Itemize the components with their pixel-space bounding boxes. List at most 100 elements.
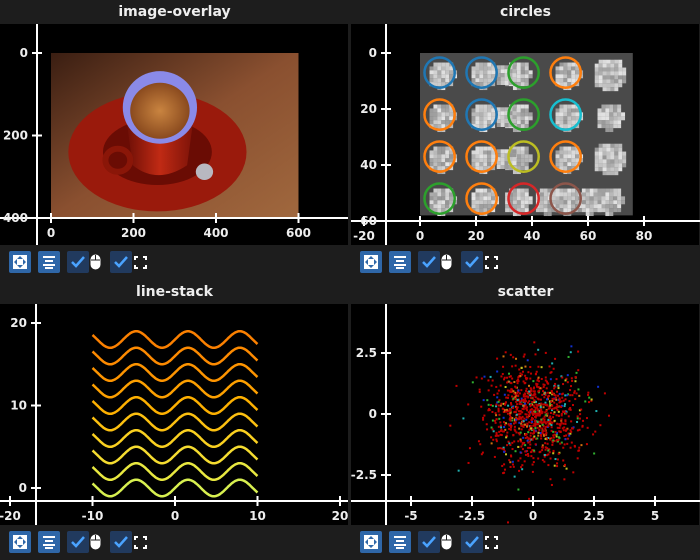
image-pixel (504, 153, 509, 158)
scatter-point (563, 443, 566, 446)
fullscreen-icon[interactable] (134, 251, 147, 273)
center-scene-button[interactable] (38, 251, 60, 273)
image-pixel (551, 208, 556, 213)
image-pixel (512, 149, 517, 154)
center-scene-button[interactable] (389, 531, 411, 553)
mouse-icon (90, 531, 101, 553)
image-pixel (520, 208, 525, 213)
plot-canvas[interactable]: -20 -10 0 10 20 0 10 20 (0, 304, 348, 525)
image-pixel (512, 77, 517, 82)
image-pixel (437, 188, 442, 193)
center-scene-button[interactable] (389, 251, 411, 273)
scatter-point (578, 428, 581, 431)
image-pixel (614, 67, 619, 72)
image-pixel (479, 166, 484, 171)
image-pixel (496, 73, 501, 78)
center-scene-button[interactable] (38, 531, 60, 553)
image-pixel (539, 188, 544, 193)
image-pixel (606, 167, 611, 172)
image-pixel (602, 147, 607, 152)
scatter-point (515, 413, 518, 416)
auto-scale-button[interactable] (360, 251, 382, 273)
image-pixel (500, 81, 505, 85)
scatter-point (553, 464, 556, 467)
scatter-point (486, 399, 489, 402)
scatter-point (549, 412, 552, 415)
scatter-point (592, 433, 595, 436)
image-pixel (512, 170, 517, 175)
image-pixel (516, 66, 521, 71)
mouse-icon (441, 251, 452, 273)
maintain-aspect-checkbox[interactable] (418, 531, 440, 553)
scatter-point (516, 379, 519, 382)
image-pixel (598, 59, 603, 64)
scatter-point (585, 443, 588, 446)
plot-canvas[interactable]: -20 0 20 40 60 80 0 20 40 60 (351, 24, 700, 245)
image-pixel (547, 204, 552, 209)
image-pixel (512, 73, 517, 78)
image-pixel (433, 104, 438, 109)
image-pixel (524, 204, 529, 209)
scatter-point (536, 426, 539, 429)
maintain-aspect-checkbox[interactable] (418, 251, 440, 273)
fullscreen-icon[interactable] (134, 531, 147, 553)
image-pixel (433, 192, 438, 197)
fullscreen-icon[interactable] (485, 251, 498, 273)
image-pixel (479, 200, 484, 205)
image-pixel (618, 83, 623, 88)
panzoom-checkbox[interactable] (461, 531, 483, 553)
scatter-point (530, 394, 533, 397)
scatter-point (543, 396, 546, 399)
image-pixel (512, 161, 517, 166)
image-pixel (575, 158, 580, 163)
panzoom-checkbox[interactable] (461, 251, 483, 273)
auto-scale-button[interactable] (360, 531, 382, 553)
scatter-point (504, 386, 507, 389)
scatter-point (522, 393, 525, 396)
image-pixel (508, 81, 513, 85)
image-pixel (487, 204, 492, 209)
image-pixel (571, 116, 576, 121)
image-pixel (559, 188, 564, 193)
scatter-point (524, 400, 527, 403)
maintain-aspect-checkbox[interactable] (67, 251, 89, 273)
auto-scale-button[interactable] (9, 531, 31, 553)
image-pixel (547, 192, 552, 197)
scatter-point (569, 446, 572, 449)
fullscreen-icon[interactable] (485, 531, 498, 553)
scatter-point (532, 409, 535, 412)
image-pixel (528, 200, 533, 205)
scatter-point (556, 462, 559, 465)
plot-canvas[interactable]: 0 200 400 600 0 200 400 (0, 24, 348, 245)
scatter-point (558, 437, 561, 440)
scatter-point (548, 407, 551, 410)
image-pixel (618, 147, 623, 152)
image-pixel (559, 70, 564, 75)
scatter-point (555, 414, 558, 417)
scatter-point (534, 427, 537, 430)
panzoom-checkbox[interactable] (110, 251, 132, 273)
image-pixel (622, 71, 627, 76)
image-pixel (524, 104, 529, 109)
image-pixel (520, 66, 525, 71)
scatter-point (551, 441, 554, 444)
plot-canvas[interactable]: -5 -2.5 0 2.5 5 -2.5 0 2.5 (351, 304, 700, 525)
panzoom-checkbox[interactable] (110, 531, 132, 553)
scatter-point (478, 390, 481, 393)
image-pixel (581, 200, 586, 205)
image-pixel (471, 70, 476, 75)
spoon (195, 163, 214, 181)
scatter-point (534, 421, 537, 424)
maintain-aspect-checkbox[interactable] (67, 531, 89, 553)
image-pixel (617, 192, 622, 197)
x-tick-label: -5 (404, 509, 417, 523)
x-tick-label: -20 (0, 509, 21, 523)
scatter-point (523, 353, 526, 356)
image-pixel (617, 196, 622, 201)
image-pixel (437, 146, 442, 151)
auto-scale-button[interactable] (9, 251, 31, 273)
scatter-point (538, 425, 541, 428)
y-tick-label: 10 (10, 399, 27, 413)
scatter-point (540, 410, 543, 413)
scatter-point (508, 418, 511, 421)
